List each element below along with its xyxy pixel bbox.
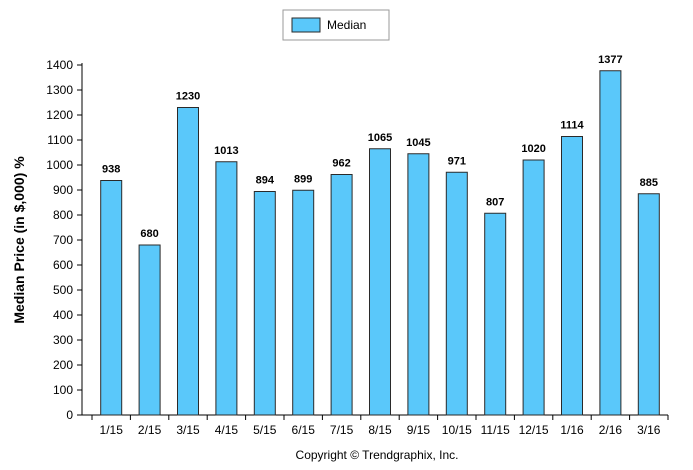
bar-3-16 bbox=[637, 193, 660, 416]
x-tick-label: 7/15 bbox=[330, 423, 354, 437]
data-label: 938 bbox=[102, 164, 120, 176]
x-tick-label: 2/16 bbox=[599, 423, 623, 437]
copyright-text: Copyright © Trendgraphix, Inc. bbox=[296, 448, 459, 462]
y-tick-label: 0 bbox=[66, 408, 73, 422]
y-tick-label: 300 bbox=[53, 333, 73, 347]
x-tick-label: 11/15 bbox=[481, 423, 510, 437]
y-tick-label: 1400 bbox=[46, 58, 73, 72]
x-tick-label: 5/15 bbox=[253, 423, 277, 437]
data-label: 1065 bbox=[368, 132, 392, 144]
data-label: 885 bbox=[640, 177, 658, 189]
data-label: 1230 bbox=[176, 91, 200, 103]
data-label: 1045 bbox=[406, 137, 430, 149]
y-tick-label: 600 bbox=[53, 258, 73, 272]
y-tick-label: 700 bbox=[53, 233, 73, 247]
y-tick-label: 1300 bbox=[46, 83, 73, 97]
x-tick-label: 6/15 bbox=[292, 423, 316, 437]
data-label: 807 bbox=[486, 196, 504, 208]
legend-swatch bbox=[291, 17, 321, 33]
data-label: 971 bbox=[448, 155, 466, 167]
data-label: 680 bbox=[140, 228, 158, 240]
x-tick-label: 10/15 bbox=[442, 423, 472, 437]
legend: Median bbox=[282, 9, 390, 41]
bar-10-15 bbox=[445, 171, 468, 416]
bar-7-15 bbox=[330, 174, 353, 416]
y-tick-label: 1100 bbox=[47, 133, 73, 147]
bar-9-15 bbox=[407, 153, 430, 416]
bar-6-15 bbox=[292, 189, 315, 416]
x-tick-label: 3/15 bbox=[176, 423, 200, 437]
y-tick-label: 1200 bbox=[46, 108, 73, 122]
bar-2-16 bbox=[599, 70, 622, 416]
y-tick-label: 800 bbox=[53, 208, 73, 222]
legend-label: Median bbox=[327, 18, 366, 32]
y-tick-label: 400 bbox=[53, 308, 73, 322]
x-tick-label: 1/16 bbox=[560, 423, 584, 437]
bar-12-15 bbox=[522, 159, 545, 416]
x-tick-label: 2/15 bbox=[138, 423, 162, 437]
x-tick-label: 3/16 bbox=[637, 423, 661, 437]
bars: 938 680 1230 1013 894 899 962 1065 1045 971 807 102… bbox=[100, 54, 660, 416]
bar-8-15 bbox=[369, 148, 391, 416]
y-tick-label: 100 bbox=[53, 383, 73, 397]
bar-1-15 bbox=[100, 180, 123, 416]
data-label: 894 bbox=[256, 175, 275, 187]
bar-11-15 bbox=[484, 212, 507, 416]
data-label: 1013 bbox=[214, 145, 238, 157]
x-axis: 1/15 2/15 3/15 4/15 5/15 6/15 7/15 8/15 9/15 10/1… bbox=[82, 414, 669, 437]
y-tick-label: 1000 bbox=[46, 158, 73, 172]
bar-1-16 bbox=[561, 136, 583, 416]
x-tick-label: 4/15 bbox=[215, 423, 239, 437]
data-label: 899 bbox=[294, 173, 312, 185]
y-tick-label: 200 bbox=[53, 358, 73, 372]
y-tick-label: 900 bbox=[53, 183, 73, 197]
y-tick-label: 500 bbox=[53, 283, 73, 297]
bar-2-15 bbox=[138, 244, 161, 416]
x-tick-label: 1/15 bbox=[100, 423, 124, 437]
bar-3-15 bbox=[177, 107, 199, 416]
data-label: 1377 bbox=[598, 54, 622, 66]
bar-5-15 bbox=[253, 191, 276, 416]
data-label: 1020 bbox=[521, 143, 545, 155]
y-axis: 0 100 200 300 400 500 600 700 800 900 1000 1100 1200… bbox=[46, 58, 83, 422]
y-axis-label: Median Price (in $,000) % bbox=[11, 156, 27, 324]
bar-4-15 bbox=[215, 161, 238, 416]
x-tick-label: 12/15 bbox=[519, 423, 549, 437]
data-label: 1114 bbox=[560, 120, 584, 132]
x-tick-label: 8/15 bbox=[368, 423, 392, 437]
x-tick-label: 9/15 bbox=[407, 423, 431, 437]
data-label: 962 bbox=[332, 158, 350, 170]
